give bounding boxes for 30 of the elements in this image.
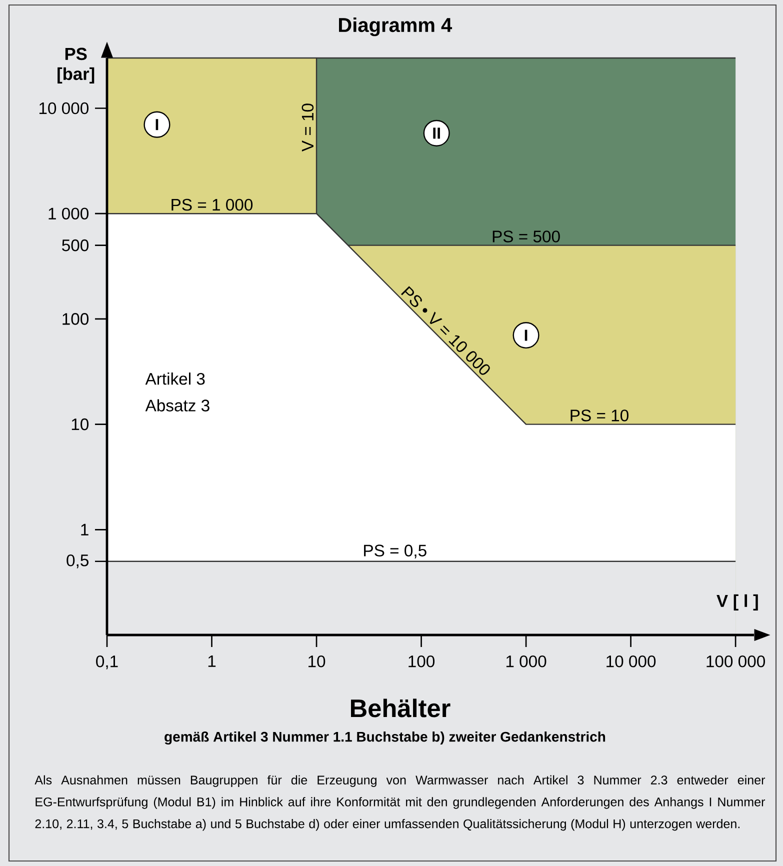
x-tick-label: 10	[308, 655, 326, 668]
y-tick-label: 10 000	[39, 102, 88, 114]
y-tick-label: 0,5	[66, 554, 88, 568]
annotation: Artikel 3 Absatz 3	[145, 372, 210, 412]
x-tick-label: 10 000	[606, 655, 656, 668]
x-axis-title: V [ l ]	[716, 594, 758, 611]
chart-title: Diagramm 4	[339, 17, 452, 36]
annotation: PS = 0,5	[364, 544, 426, 558]
annotation: V = 10	[302, 104, 314, 152]
annotation: I	[524, 330, 528, 341]
annotation: II	[433, 128, 440, 139]
y-tick-label: 1 000	[48, 208, 89, 220]
y-tick-label: 500	[62, 239, 89, 252]
y-axis-title: PS [bar]	[58, 48, 94, 84]
y-tick-label: 10	[72, 418, 89, 430]
annotation: PS = 10	[570, 410, 628, 422]
text: Als Ausnahmen müssen Baugruppen für die Erzeugung von Warmwasser nach Artikel 3 Nummer 2.3 entweder einer EG-Entwurfsprüfung (Modul B1) im Hinblick auf ihre Konformität mit den grundlegenden Anforderungen des Anhangs I Nummer 2.10, 2.11, 3.4, 5 Buchstabe a) und 5 Buchstabe d) oder einer umfassenden Qualitätssicherung (Modul H) unterzogen werden.	[34, 775, 766, 831]
annotation: I	[156, 119, 158, 130]
x-tick-label: 1 000	[506, 655, 546, 668]
text: Behälter	[351, 698, 450, 718]
x-tick-label: 1	[208, 655, 216, 667]
y-tick-label: 100	[62, 313, 89, 325]
x-tick-label: 100 000	[706, 655, 765, 668]
annotation: PS = 1 000	[172, 198, 253, 211]
x-tick-label: 0,1	[96, 655, 118, 670]
text: gemäß Artikel 3 Nummer 1.1 Buchstabe b) zweiter Gedankenstrich	[164, 731, 606, 745]
y-tick-label: 1	[81, 524, 88, 536]
annotation: PS = 500	[492, 230, 560, 242]
x-tick-label: 100	[408, 655, 435, 668]
annotation: PS • V = 10 000	[401, 286, 490, 375]
